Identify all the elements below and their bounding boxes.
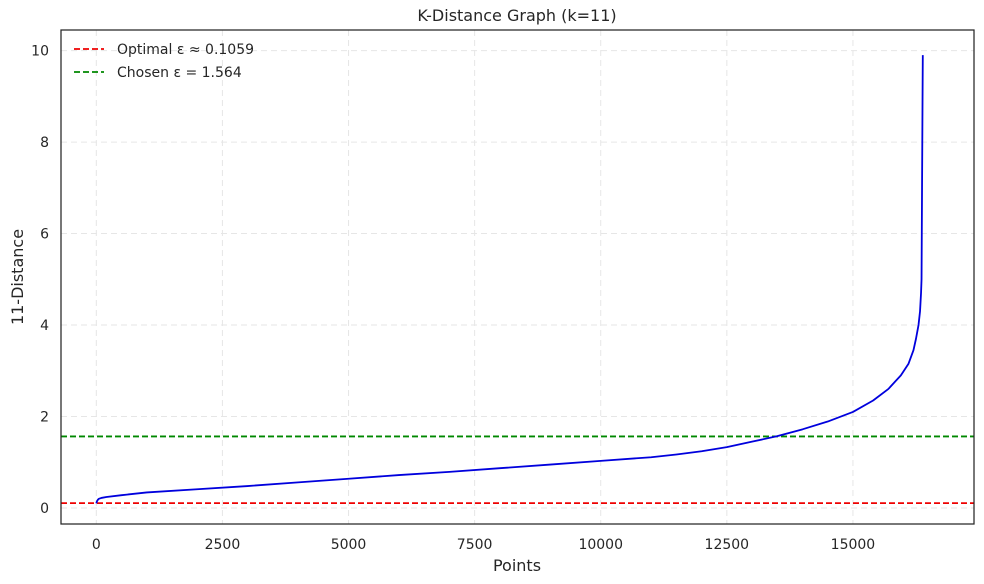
chart-title: K-Distance Graph (k=11) bbox=[417, 6, 616, 25]
x-tick-label-3: 7500 bbox=[457, 537, 493, 553]
x-tick-label-4: 10000 bbox=[578, 537, 623, 553]
x-axis-ticks: 0 2500 5000 7500 10000 12500 15000 bbox=[92, 537, 875, 553]
legend: Optimal ε ≈ 0.1059 Chosen ε = 1.564 bbox=[74, 42, 254, 81]
x-tick-label-5: 12500 bbox=[705, 537, 750, 553]
y-tick-label-1: 2 bbox=[40, 410, 49, 426]
series-layer bbox=[95, 55, 924, 504]
y-tick-label-4: 8 bbox=[40, 135, 49, 151]
y-tick-label-0: 0 bbox=[40, 501, 49, 517]
plot-frame bbox=[60, 29, 975, 525]
y-tick-label-5: 10 bbox=[31, 44, 49, 60]
legend-label-chosen-epsilon: Chosen ε = 1.564 bbox=[117, 65, 242, 81]
y-tick-label-2: 4 bbox=[40, 318, 49, 334]
x-tick-label-1: 2500 bbox=[205, 537, 241, 553]
x-tick-label-0: 0 bbox=[92, 537, 101, 553]
x-tick-label-6: 15000 bbox=[831, 537, 876, 553]
y-axis-ticks: 0 2 4 6 8 10 bbox=[31, 44, 49, 517]
reference-lines bbox=[61, 435, 974, 505]
y-axis-title: 11-Distance bbox=[8, 229, 27, 325]
x-tick-label-2: 5000 bbox=[331, 537, 367, 553]
k-distance-curve bbox=[95, 55, 924, 504]
legend-label-optimal-epsilon: Optimal ε ≈ 0.1059 bbox=[117, 42, 254, 58]
y-tick-label-3: 6 bbox=[40, 227, 49, 243]
grid-lines bbox=[61, 30, 974, 524]
x-axis-title: Points bbox=[493, 556, 541, 575]
